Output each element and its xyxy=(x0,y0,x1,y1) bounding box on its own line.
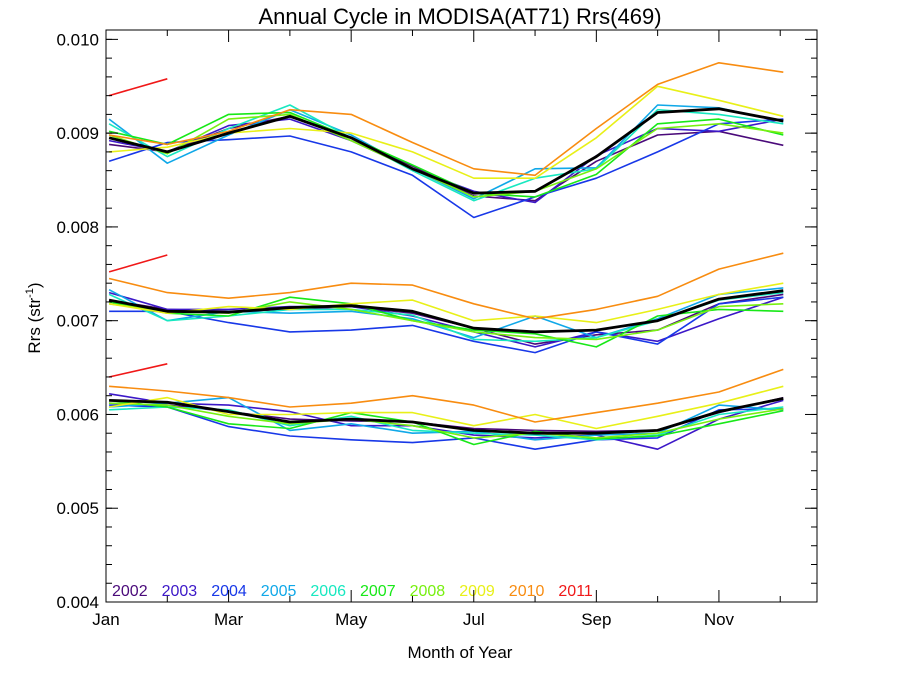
axis-ticks: 0.004 0.005 0.006 0.007 0.008 0.009 0.010 Jan Ma… xyxy=(56,30,817,629)
x-axis-label: Month of Year xyxy=(408,643,513,662)
series-line-2003-group-3 xyxy=(108,393,784,451)
series-line-2007-group-2 xyxy=(108,296,784,348)
legend-entry-2006: 2006 xyxy=(310,583,346,600)
legend-entry-2003: 2003 xyxy=(162,583,198,600)
legend: 2002 2003 2004 2005 2006 2007 2008 2009 2010 2011 xyxy=(112,583,593,600)
legend-entry-2008: 2008 xyxy=(410,583,446,600)
x-tick-label: Sep xyxy=(581,610,611,629)
plot-frame xyxy=(105,29,818,603)
series-line-2010-group-1 xyxy=(108,61,784,177)
y-axis-label: Rrs (str-1) xyxy=(24,282,44,353)
series-line-2004-group-2 xyxy=(109,296,784,354)
series-line-2009-group-1 xyxy=(109,85,784,179)
y-tick-label: 0.010 xyxy=(56,30,99,49)
series-line-2011-group-1 xyxy=(108,78,168,97)
y-tick-label: 0.005 xyxy=(56,499,99,518)
x-tick-label: Nov xyxy=(704,610,735,629)
chart-title: Annual Cycle in MODISA(AT71) Rrs(469) xyxy=(258,4,661,29)
series-line-mean-group-1 xyxy=(108,107,784,195)
series-line-2006-group-1 xyxy=(108,104,784,202)
y-axis-label-close: ) xyxy=(25,282,44,288)
series-line-2010-group-3 xyxy=(109,368,784,423)
y-tick-label: 0.008 xyxy=(56,218,99,237)
y-axis-label-superscript: -1 xyxy=(24,288,36,298)
x-tick-label: Jul xyxy=(463,610,485,629)
series-line-2003-group-1 xyxy=(108,118,784,204)
series-line-2011-group-2 xyxy=(108,254,168,273)
legend-entry-2002: 2002 xyxy=(112,583,148,600)
legend-entry-2011: 2011 xyxy=(558,583,593,600)
legend-entry-2009: 2009 xyxy=(459,583,495,600)
series-line-2009-group-3 xyxy=(108,385,784,430)
series-line-mean-group-3 xyxy=(109,397,784,435)
x-tick-label: Jan xyxy=(92,610,119,629)
y-tick-label: 0.009 xyxy=(56,124,99,143)
y-tick-label: 0.006 xyxy=(56,405,99,424)
series-line-2009-group-2 xyxy=(108,282,784,324)
series-line-2007-group-1 xyxy=(108,111,784,198)
series-line-2005-group-1 xyxy=(108,104,784,200)
series-line-2011-group-3 xyxy=(108,363,168,378)
y-axis-label-main: Rrs (str xyxy=(25,298,44,354)
legend-entry-2010: 2010 xyxy=(509,583,545,600)
legend-entry-2005: 2005 xyxy=(261,583,297,600)
series-line-2010-group-2 xyxy=(108,252,784,320)
series-line-mean-group-2 xyxy=(108,289,784,334)
series-line-2008-group-1 xyxy=(108,113,784,198)
x-tick-label: Mar xyxy=(214,610,244,629)
y-tick-label: 0.007 xyxy=(56,312,99,331)
series-line-2007-group-3 xyxy=(109,399,784,446)
series-line-2008-group-3 xyxy=(109,402,784,439)
y-tick-label: 0.004 xyxy=(56,593,99,612)
series-lines xyxy=(108,61,784,451)
legend-entry-2007: 2007 xyxy=(360,583,396,600)
x-tick-label: May xyxy=(335,610,368,629)
